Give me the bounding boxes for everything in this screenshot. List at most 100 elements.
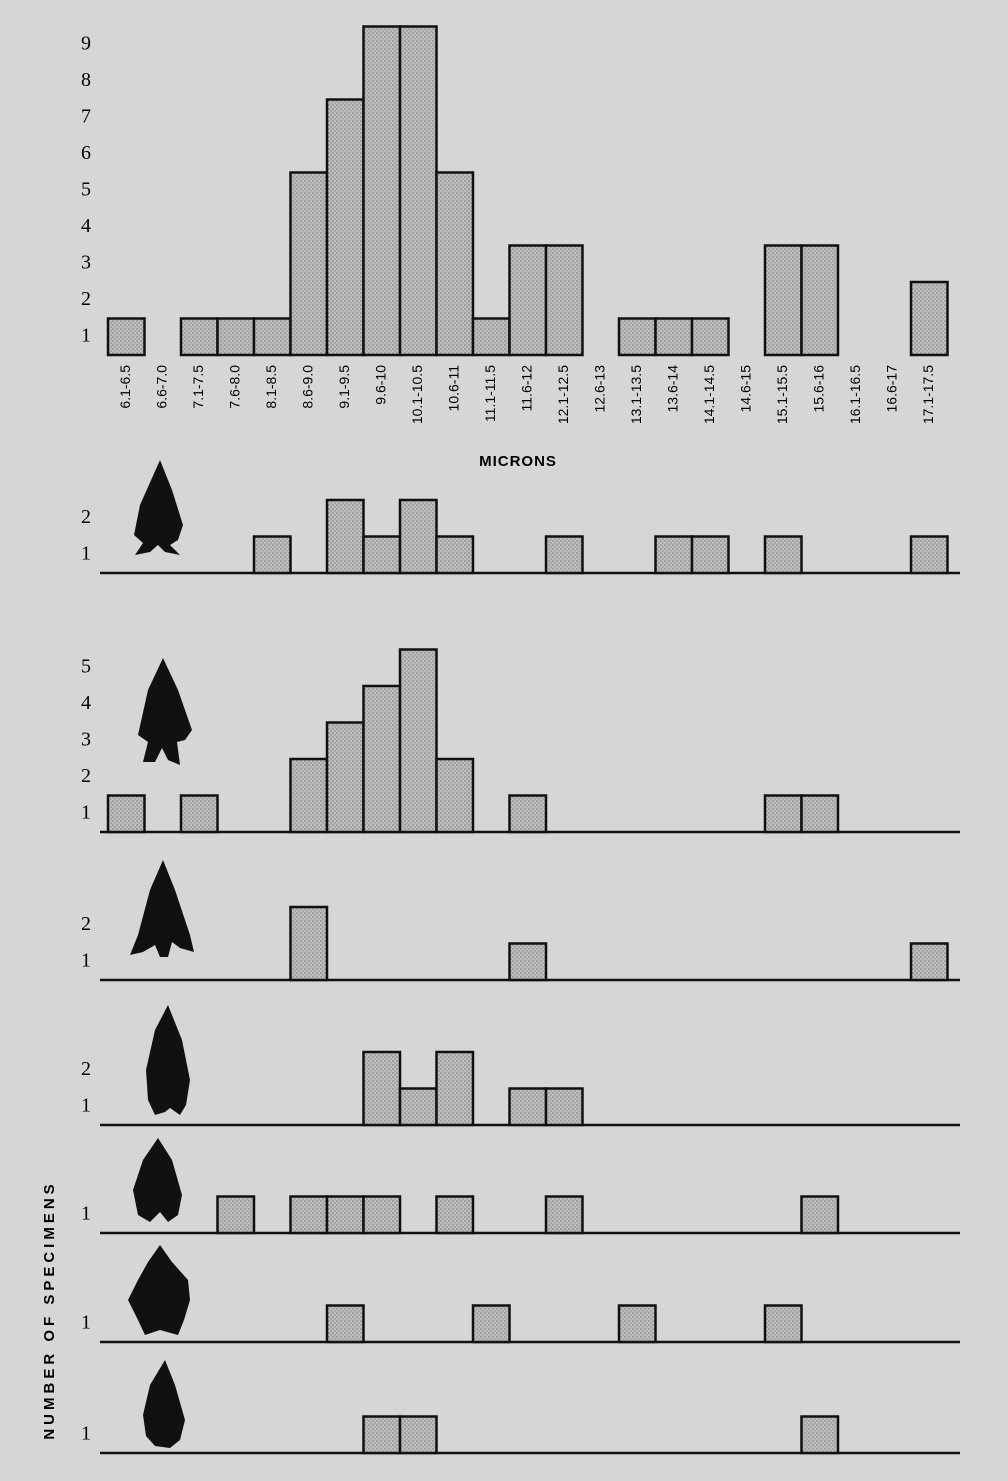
x-tick-label: 12.1-12.5 [555, 365, 571, 424]
x-tick-label: 11.1-11.5 [482, 365, 498, 422]
bar [546, 537, 583, 574]
bar [619, 1306, 656, 1343]
y-tick-label: 5 [81, 178, 91, 200]
bar [656, 537, 693, 574]
bar [619, 319, 656, 356]
bar [327, 500, 364, 573]
x-tick-label: 12.6-13 [591, 365, 607, 413]
bar [400, 1089, 437, 1126]
y-tick-label: 2 [81, 506, 91, 528]
y-tick-label: 1 [81, 1422, 91, 1444]
y-tick-label: 1 [81, 1202, 91, 1224]
bar [437, 1052, 474, 1125]
y-tick-label: 2 [81, 1058, 91, 1080]
bar [765, 537, 802, 574]
x-tick-label: 13.1-13.5 [628, 365, 644, 424]
x-tick-label: 8.1-8.5 [263, 365, 279, 409]
y-tick-label: 1 [81, 1094, 91, 1116]
bar [510, 1089, 547, 1126]
bar [181, 796, 218, 833]
bar [546, 246, 583, 356]
bar [364, 537, 401, 574]
x-tick-label: 14.6-15 [737, 365, 753, 413]
bar [218, 1197, 255, 1234]
y-tick-label: 4 [81, 215, 91, 237]
bar [364, 1417, 401, 1454]
bar [364, 1197, 401, 1234]
x-tick-label: 10.6-11 [445, 365, 461, 412]
y-tick-label: 4 [81, 692, 91, 714]
y-tick-label: 3 [81, 728, 91, 750]
y-axis-label: NUMBER OF SPECIMENS [41, 1180, 58, 1439]
bar [510, 944, 547, 981]
y-tick-label: 1 [81, 949, 91, 971]
bar [765, 796, 802, 833]
bar [437, 759, 474, 832]
x-tick-label: 9.1-9.5 [336, 365, 352, 409]
y-tick-label: 1 [81, 1311, 91, 1333]
bar [364, 27, 401, 356]
bar [510, 246, 547, 356]
y-tick-label: 5 [81, 655, 91, 677]
bar [400, 650, 437, 833]
x-tick-label: 17.1-17.5 [920, 365, 936, 424]
bar [656, 319, 693, 356]
bar [327, 1197, 364, 1234]
bar [291, 759, 328, 832]
bar [218, 319, 255, 356]
figure: MICRONS NUMBER OF SPECIMENS 1 2 3 4 5 6 7 8 9 6.1… [0, 0, 1008, 1481]
bar [692, 319, 729, 356]
y-tick-label: 1 [81, 324, 91, 346]
bar [911, 282, 948, 355]
bar [911, 944, 948, 981]
bar [254, 537, 291, 574]
bar [802, 1197, 839, 1234]
bar [546, 1197, 583, 1234]
bar [291, 173, 328, 356]
bar [364, 1052, 401, 1125]
bar [400, 27, 437, 356]
bar [291, 907, 328, 980]
x-tick-label: 16.6-17 [883, 365, 899, 413]
bar [437, 1197, 474, 1234]
bar [108, 796, 145, 833]
y-tick-label: 3 [81, 251, 91, 273]
y-tick-label: 9 [81, 32, 91, 54]
bar [181, 319, 218, 356]
y-tick-label: 1 [81, 801, 91, 823]
bar [437, 173, 474, 356]
x-tick-label: 6.1-6.5 [117, 365, 133, 409]
x-tick-label: 16.1-16.5 [847, 365, 863, 424]
bar [692, 537, 729, 574]
bar [254, 319, 291, 356]
bar [327, 1306, 364, 1343]
y-tick-label: 8 [81, 69, 91, 91]
y-tick-label: 6 [81, 142, 91, 164]
bar [802, 1417, 839, 1454]
bar [911, 537, 948, 574]
y-tick-label: 7 [81, 105, 91, 127]
bar [108, 319, 145, 356]
x-tick-label: 15.1-15.5 [774, 365, 790, 424]
x-tick-label: 13.6-14 [664, 365, 680, 413]
bar [291, 1197, 328, 1234]
bar [765, 1306, 802, 1343]
bar [327, 723, 364, 833]
bar [400, 1417, 437, 1454]
bar [437, 537, 474, 574]
x-tick-label: 7.6-8.0 [226, 365, 242, 409]
x-tick-label: 14.1-14.5 [701, 365, 717, 424]
x-axis-label: MICRONS [479, 453, 557, 470]
bar [802, 796, 839, 833]
x-tick-label: 10.1-10.5 [409, 365, 425, 424]
bar [473, 1306, 510, 1343]
bar [546, 1089, 583, 1126]
y-tick-label: 2 [81, 288, 91, 310]
x-tick-label: 9.6-10 [372, 365, 388, 405]
y-tick-label: 2 [81, 765, 91, 787]
bar [510, 796, 547, 833]
bar [364, 686, 401, 832]
y-tick-label: 2 [81, 913, 91, 935]
x-tick-label: 6.6-7.0 [153, 365, 169, 409]
x-tick-label: 15.6-16 [810, 365, 826, 413]
